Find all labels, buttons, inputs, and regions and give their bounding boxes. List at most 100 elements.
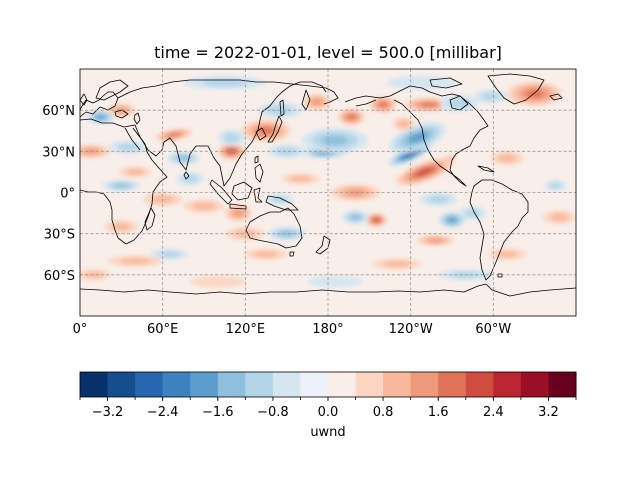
colorbar: −3.2 −2.4 −1.6 −0.8 0.0 0.8 1.6 2.4 3.2 — [79, 371, 577, 420]
colorbar-tick-label: −0.8 — [257, 405, 289, 420]
lon-tick-label: 120°E — [226, 322, 266, 337]
anomaly-contour — [96, 114, 105, 120]
colorbar-swatch — [355, 372, 384, 397]
coastline-cuba — [477, 165, 495, 173]
colorbar-tick-label: 3.2 — [538, 405, 559, 420]
anomaly-contour — [550, 213, 569, 222]
anomaly-contour — [427, 195, 450, 204]
anomaly-blob — [150, 248, 189, 260]
coastline-south-america — [469, 179, 529, 281]
anomaly-blob — [372, 258, 422, 270]
coastline-red-sea — [124, 127, 141, 151]
anomaly-contour — [289, 175, 312, 182]
anomaly-blob — [267, 226, 306, 241]
anomaly-contour — [233, 209, 244, 217]
map-axes: 60°N 30°N 0° 30°S 60°S 0° 60°E 120°E 180° 120°W 6… — [42, 68, 577, 337]
anomaly-blob — [241, 119, 291, 142]
anomaly-contour — [345, 189, 366, 196]
anomaly-contour — [119, 257, 151, 265]
coastline-scandinavia — [95, 79, 129, 101]
anomaly-blob — [487, 248, 527, 260]
anomaly-contour — [497, 154, 517, 163]
coastline-sulawesi — [253, 187, 263, 203]
coastline-arctic-islands — [429, 77, 463, 89]
colorbar-swatch — [383, 372, 412, 397]
colorbar-tick-label: −3.2 — [92, 405, 124, 420]
coastline-philippines — [254, 163, 264, 183]
colorbar-swatch — [465, 372, 494, 397]
coastline-north-asia — [117, 79, 339, 105]
coastline-hudson-bay — [449, 95, 469, 111]
colorbar-swatch — [493, 372, 522, 397]
anomaly-contour — [271, 196, 288, 203]
anomaly-contour — [125, 168, 145, 176]
longitude-tick-labels: 0° 60°E 120°E 180° 120°W 60°W — [73, 322, 512, 337]
anomaly-contour — [190, 276, 246, 288]
colorbar-swatches — [80, 372, 577, 397]
coastline-java — [229, 203, 247, 210]
coastline-africa — [80, 118, 168, 245]
anomaly-contour — [382, 260, 411, 267]
anomaly-blob — [224, 204, 253, 222]
colorbar-swatch — [80, 372, 109, 397]
coastline-madagascar — [144, 207, 156, 231]
coastline-sri-lanka — [183, 171, 190, 180]
colorbar-swatch — [548, 372, 577, 397]
lat-tick-label: 60°N — [42, 104, 75, 119]
anomaly-contour — [84, 271, 104, 278]
coastline-sumatra — [209, 179, 233, 205]
colorbar-swatch — [438, 372, 467, 397]
anomaly-contour — [158, 251, 181, 258]
coastline-borneo — [231, 181, 253, 201]
lon-tick-label: 180° — [312, 322, 343, 337]
anomaly-contour — [427, 238, 444, 243]
colorbar-swatch — [190, 372, 219, 397]
anomaly-contour — [253, 251, 279, 258]
anomaly-contour — [113, 183, 129, 188]
colorbar-tick-label: 0.0 — [318, 405, 339, 420]
coastline-tasmania — [289, 251, 295, 257]
coastline-black-sea — [114, 109, 129, 119]
anomaly-blob — [281, 173, 320, 185]
anomaly-blob — [108, 140, 148, 155]
anomaly-blob — [217, 129, 246, 146]
anomaly-blob — [341, 210, 370, 225]
anomaly-blob — [369, 96, 397, 113]
anomaly-blob — [183, 75, 266, 90]
latitude-tick-labels: 60°N 30°N 0° 30°S 60°S — [42, 104, 75, 284]
coastline-taiwan — [254, 155, 259, 164]
coastline-caspian — [133, 112, 141, 125]
anomaly-contour — [176, 155, 190, 161]
anomaly-blob — [226, 226, 265, 241]
anomaly-contour — [350, 214, 361, 220]
anomaly-contour — [417, 168, 432, 176]
coastline-new-guinea — [265, 195, 299, 211]
lon-tick-label: 60°E — [147, 322, 178, 337]
colorbar-swatch — [107, 372, 136, 397]
anomaly-contour — [397, 119, 411, 128]
anomaly-blob — [243, 248, 289, 260]
anomaly-blob — [365, 213, 388, 227]
anomaly-blob — [303, 93, 331, 111]
colorbar-swatch — [300, 372, 329, 397]
colorbar-swatch — [520, 372, 549, 397]
anomaly-contour — [373, 218, 379, 222]
colorbar-tick-label: −1.6 — [202, 405, 234, 420]
anomaly-blob — [507, 81, 563, 107]
map-frame — [79, 68, 577, 317]
coastline-new-zealand — [315, 235, 331, 255]
colorbar-swatch — [410, 372, 439, 397]
anomaly-blob — [190, 276, 246, 288]
colorbar-tick-label: 1.6 — [428, 405, 449, 420]
colorbar-swatch — [245, 372, 274, 397]
anomaly-blob — [301, 127, 368, 153]
anomaly-blob — [118, 166, 152, 178]
coastline-british-isles — [80, 93, 88, 106]
anomaly-blob — [544, 180, 567, 192]
colorbar-tick-label: −2.4 — [147, 405, 179, 420]
coastline-greenland — [487, 73, 545, 105]
anomaly-blob — [307, 276, 363, 288]
anomaly-blob — [392, 117, 415, 131]
lon-tick-label: 0° — [73, 322, 88, 337]
